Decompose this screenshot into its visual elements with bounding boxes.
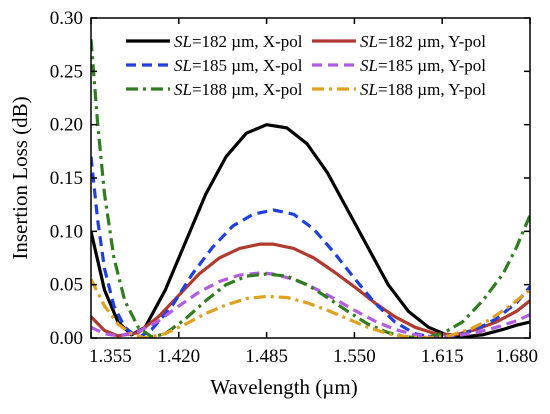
x-tick-label: 1.420 [157, 346, 200, 367]
legend-label: SL=182 µm, Y-pol [360, 32, 486, 51]
x-tick-label: 1.355 [89, 346, 132, 367]
y-tick-label: 0.00 [50, 328, 83, 349]
legend-label: SL=182 µm, X-pol [174, 32, 303, 51]
y-tick-label: 0.05 [50, 275, 83, 296]
legend-label: SL=185 µm, X-pol [174, 56, 303, 75]
legend-item: SL=188 µm, Y-pol [312, 80, 486, 99]
legend-item: SL=182 µm, X-pol [126, 32, 303, 51]
y-tick-label: 0.10 [50, 221, 83, 242]
legend: SL=182 µm, X-pol SL=182 µm, Y-pol SL=185 µ… [126, 32, 486, 99]
series-line-2 [91, 242, 530, 338]
x-tick-label: 1.680 [495, 346, 538, 367]
legend-label: SL=188 µm, X-pol [174, 80, 303, 99]
series-line-5 [91, 39, 530, 338]
y-tick-label: 0.30 [50, 8, 83, 29]
series-line-3 [91, 156, 530, 338]
legend-label: SL=185 µm, Y-pol [360, 56, 486, 75]
y-axis-title: Insertion Loss (dB) [8, 96, 32, 259]
y-tick-label: 0.20 [50, 115, 83, 136]
axes-layer: 1.355 1.420 1.485 1.550 1.615 1.680 0.00 0.05 0.… [50, 8, 538, 367]
x-tick-label: 1.615 [421, 346, 464, 367]
x-tick-label: 1.485 [245, 346, 288, 367]
legend-item: SL=185 µm, Y-pol [312, 56, 486, 75]
x-axis-title: Wavelength (µm) [210, 375, 357, 399]
legend-item: SL=188 µm, X-pol [126, 80, 303, 99]
legend-label: SL=188 µm, Y-pol [360, 80, 486, 99]
legend-item: SL=182 µm, Y-pol [312, 32, 486, 51]
y-tick-label: 0.15 [50, 168, 83, 189]
legend-item: SL=185 µm, X-pol [126, 56, 303, 75]
y-tick-label: 0.25 [50, 61, 83, 82]
series-layer [91, 39, 530, 338]
x-tick-label: 1.550 [333, 346, 376, 367]
